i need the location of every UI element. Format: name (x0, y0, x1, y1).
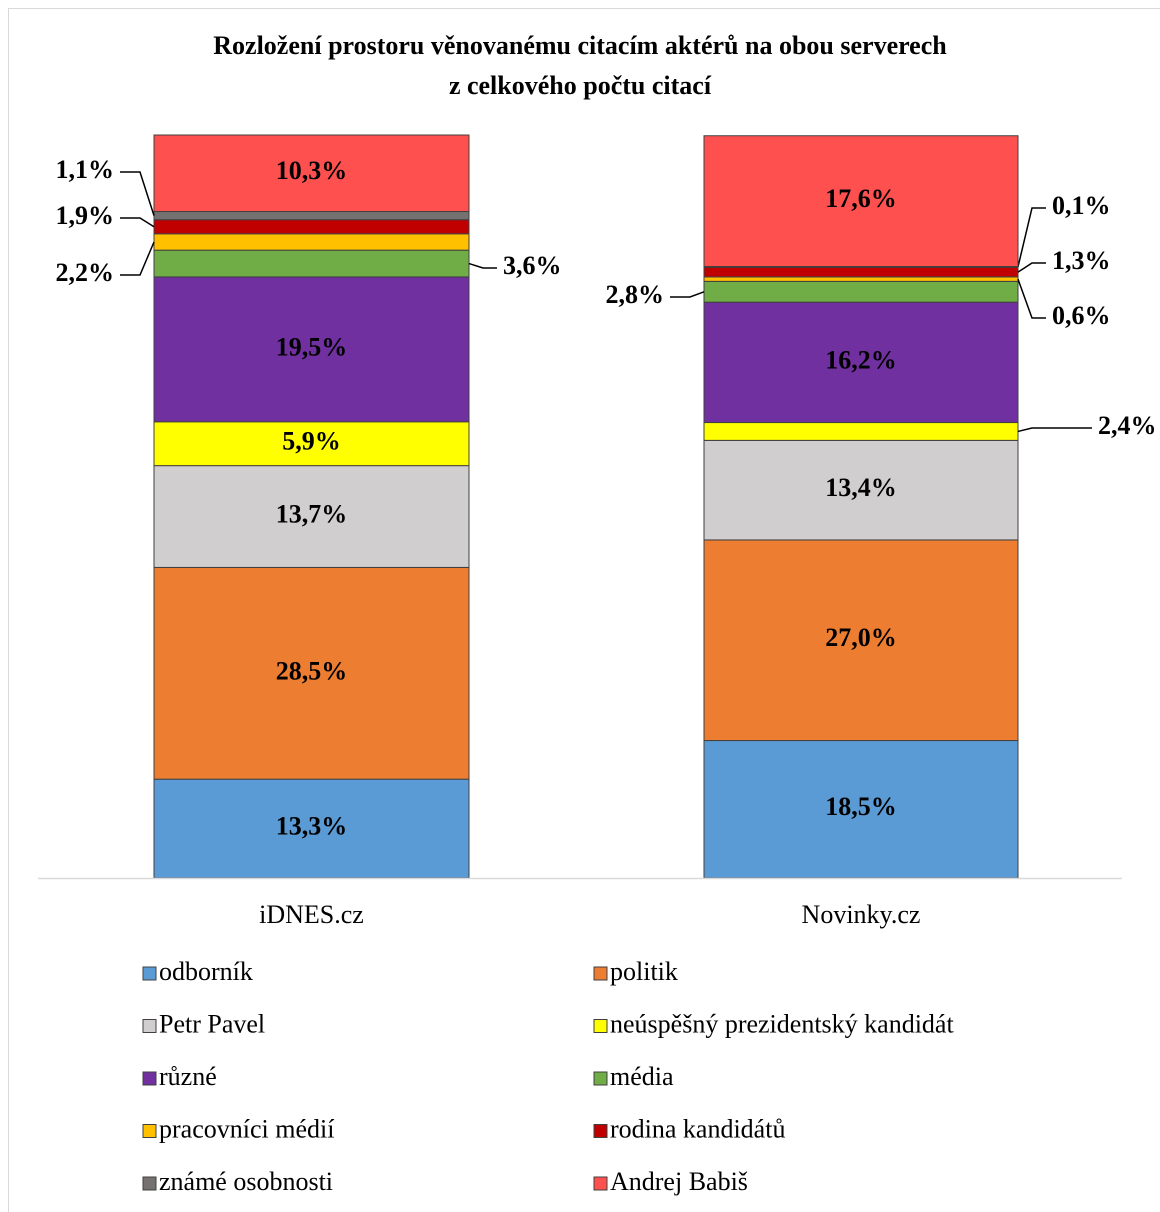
bar-segment (703, 740, 1019, 879)
data-label: 27,0% (825, 623, 897, 652)
bar-segment (703, 266, 1019, 278)
legend-swatch (142, 966, 157, 981)
leader-line (468, 262, 497, 269)
legend-swatch (593, 1071, 608, 1086)
bar-segment (153, 211, 470, 221)
leader-line (1017, 278, 1046, 319)
data-label: 28,5% (276, 656, 348, 685)
data-label: 18,5% (825, 792, 897, 821)
bar-segment (153, 566, 470, 780)
legend-label: pracovníci médií (159, 1114, 334, 1143)
data-label: 2,2% (56, 258, 115, 287)
legend-label: média (610, 1062, 674, 1091)
legend-swatch (142, 1019, 157, 1033)
x-tick-label: Novinky.cz (802, 900, 921, 929)
data-label: 2,4% (1098, 411, 1157, 440)
leader-line (1017, 207, 1046, 268)
data-label: 13,7% (276, 499, 348, 528)
bar-segment (703, 280, 1019, 303)
legend-label: různé (159, 1062, 217, 1091)
leader-line (670, 291, 705, 298)
legend-swatch (593, 1124, 608, 1138)
data-label: 16,2% (825, 345, 897, 374)
chart-subtitle: z celkového počtu citací (449, 71, 712, 100)
data-label: 5,9% (282, 427, 341, 456)
data-label: 0,1% (1052, 191, 1111, 220)
bar-segment (703, 422, 1019, 441)
data-label: 1,1% (56, 155, 115, 184)
data-label: 13,3% (276, 812, 348, 841)
legend-label: politik (610, 957, 678, 986)
bar-segment (153, 249, 470, 278)
data-label: 3,6% (503, 251, 562, 280)
bar-segment (153, 219, 470, 235)
leader-line (120, 217, 155, 228)
data-label: 1,9% (56, 201, 115, 230)
bar-segment (153, 233, 470, 251)
chart-title: Rozložení prostoru věnovanému citacím ak… (213, 31, 947, 60)
data-label: 17,6% (825, 184, 897, 213)
bar-segment (703, 439, 1019, 541)
legend-swatch (142, 1124, 157, 1138)
legend-swatch (593, 966, 608, 981)
bar-segment (153, 421, 470, 467)
leader-line (120, 171, 155, 216)
data-label: 10,3% (276, 156, 348, 185)
leader-line (120, 241, 155, 276)
bar-segment (153, 778, 470, 879)
data-label: 0,6% (1052, 301, 1111, 330)
leader-line (1017, 262, 1046, 273)
legend-swatch (593, 1019, 608, 1033)
data-label: 13,4% (825, 473, 897, 502)
legend-swatch (142, 1071, 157, 1086)
bar-segment (703, 276, 1019, 282)
data-label: 2,8% (606, 280, 665, 309)
bar-segment (153, 465, 470, 568)
legend-label: Andrej Babiš (610, 1167, 748, 1196)
legend-label: známé osobnosti (159, 1167, 333, 1196)
data-label: 19,5% (276, 332, 348, 361)
data-label: 1,3% (1052, 246, 1111, 275)
legend-label: rodina kandidátů (610, 1114, 785, 1143)
bar-segment (153, 134, 470, 213)
legend-label: odborník (159, 957, 253, 986)
legend-label: Petr Pavel (159, 1009, 265, 1038)
legend-swatch (593, 1176, 608, 1191)
leader-line (1017, 427, 1092, 433)
legend-swatch (142, 1176, 157, 1191)
legend-label: neúspěšný prezidentský kandidát (610, 1009, 954, 1038)
x-tick-label: iDNES.cz (259, 900, 364, 929)
bar-segment (153, 276, 470, 423)
bar-segment (703, 135, 1019, 268)
bar-segment (703, 539, 1019, 742)
